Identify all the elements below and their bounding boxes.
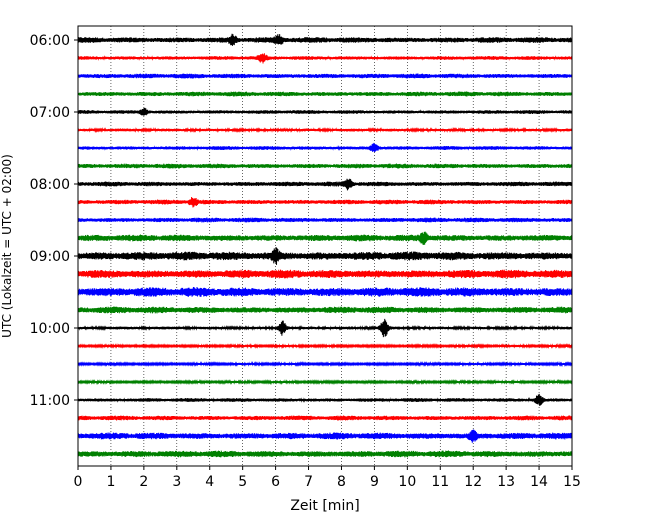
x-tick-label: 10 — [398, 474, 416, 490]
x-tick-label: 6 — [271, 474, 280, 490]
x-tick-label: 9 — [370, 474, 379, 490]
minute-grid — [110, 26, 540, 466]
x-axis: 0 1 2 3 4 5 6 7 8 9 10 11 12 13 14 15 — [74, 466, 581, 490]
y-tick-label: 07:00 — [30, 105, 70, 121]
y-tick-label: 06:00 — [30, 33, 70, 49]
x-tick-label: 1 — [106, 474, 115, 490]
trace-0930 — [77, 287, 573, 297]
trace-0715 — [77, 126, 573, 134]
trace-1130 — [77, 429, 573, 443]
x-tick-label: 2 — [139, 474, 148, 490]
x-tick-label: 8 — [337, 474, 346, 490]
x-tick-label: 14 — [530, 474, 548, 490]
y-tick-label: 11:00 — [30, 393, 70, 409]
x-tick-label: 0 — [74, 474, 83, 490]
y-tick-label: 09:00 — [30, 249, 70, 265]
trace-0815 — [77, 196, 573, 208]
trace-0915 — [77, 269, 573, 279]
trace-0745 — [77, 163, 573, 169]
x-tick-label: 13 — [497, 474, 515, 490]
trace-0945 — [77, 306, 573, 314]
trace-1000 — [77, 318, 573, 338]
trace-1145 — [77, 450, 573, 458]
x-tick-label: 3 — [172, 474, 181, 490]
trace-0900 — [77, 246, 573, 265]
y-tick-label: 08:00 — [30, 177, 70, 193]
trace-1015 — [77, 342, 573, 349]
x-tick-label: 4 — [205, 474, 214, 490]
x-tick-label: 15 — [563, 474, 581, 490]
trace-1115 — [77, 415, 573, 421]
trace-layer — [77, 33, 573, 458]
x-tick-label: 7 — [304, 474, 313, 490]
x-tick-label: 12 — [464, 474, 482, 490]
trace-0845 — [77, 231, 573, 245]
trace-0645 — [77, 91, 573, 97]
trace-0615 — [77, 53, 573, 64]
trace-0800 — [77, 178, 573, 191]
trace-1100 — [77, 393, 573, 406]
trace-0600 — [77, 33, 573, 46]
y-tick-label: 10:00 — [30, 321, 70, 337]
x-axis-label: Zeit [min] — [290, 498, 359, 514]
trace-0730 — [77, 142, 573, 153]
trace-0830 — [77, 217, 573, 223]
trace-0700 — [77, 107, 573, 116]
y-axis: 06:00 07:00 08:00 09:00 10:00 11:00 — [30, 33, 78, 409]
trace-1030 — [77, 360, 573, 368]
trace-0630 — [77, 73, 573, 79]
x-tick-label: 11 — [431, 474, 449, 490]
x-tick-label: 5 — [238, 474, 247, 490]
y-axis-label: UTC (Lokalzeit = UTC + 02:00) — [0, 154, 14, 338]
plot-frame — [77, 25, 573, 467]
trace-1045 — [77, 378, 573, 385]
